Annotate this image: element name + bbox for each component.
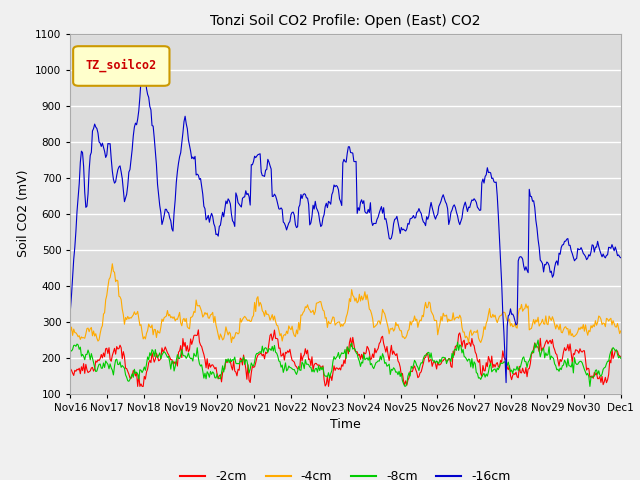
-8cm: [534, 337, 542, 343]
Line: -2cm: -2cm: [70, 330, 621, 386]
-8cm: [586, 384, 594, 389]
-2cm: [333, 365, 341, 371]
Legend: -2cm, -4cm, -8cm, -16cm: -2cm, -4cm, -8cm, -16cm: [175, 465, 516, 480]
-8cm: [518, 360, 525, 366]
Line: -16cm: -16cm: [70, 66, 621, 383]
-16cm: [67, 307, 74, 312]
-2cm: [330, 363, 338, 369]
-8cm: [67, 347, 74, 353]
-16cm: [332, 182, 340, 188]
-4cm: [520, 306, 527, 312]
-4cm: [617, 328, 625, 334]
-4cm: [330, 315, 338, 321]
-2cm: [134, 384, 141, 389]
-16cm: [617, 255, 625, 261]
-4cm: [367, 307, 374, 313]
-2cm: [195, 327, 202, 333]
Line: -4cm: -4cm: [70, 264, 621, 343]
X-axis label: Time: Time: [330, 418, 361, 431]
Title: Tonzi Soil CO2 Profile: Open (East) CO2: Tonzi Soil CO2 Profile: Open (East) CO2: [211, 14, 481, 28]
-2cm: [617, 354, 625, 360]
-4cm: [396, 328, 404, 334]
-2cm: [520, 369, 527, 375]
-16cm: [365, 210, 373, 216]
-4cm: [108, 261, 116, 267]
-16cm: [329, 189, 337, 195]
-8cm: [606, 352, 614, 358]
-16cm: [502, 380, 510, 385]
-4cm: [67, 329, 74, 335]
-2cm: [396, 364, 404, 370]
-16cm: [606, 245, 614, 251]
-8cm: [328, 368, 335, 373]
-8cm: [394, 372, 402, 378]
FancyBboxPatch shape: [73, 46, 170, 86]
-4cm: [228, 340, 236, 346]
Line: -8cm: -8cm: [70, 340, 621, 386]
-16cm: [520, 264, 527, 269]
-8cm: [364, 357, 372, 363]
-2cm: [67, 366, 74, 372]
-4cm: [333, 320, 341, 325]
-2cm: [367, 357, 374, 363]
-2cm: [606, 357, 614, 363]
-16cm: [140, 63, 148, 69]
-16cm: [396, 224, 403, 230]
Y-axis label: Soil CO2 (mV): Soil CO2 (mV): [17, 170, 29, 257]
-4cm: [606, 316, 614, 322]
-8cm: [332, 357, 339, 362]
-8cm: [617, 356, 625, 361]
Text: TZ_soilco2: TZ_soilco2: [86, 59, 157, 72]
